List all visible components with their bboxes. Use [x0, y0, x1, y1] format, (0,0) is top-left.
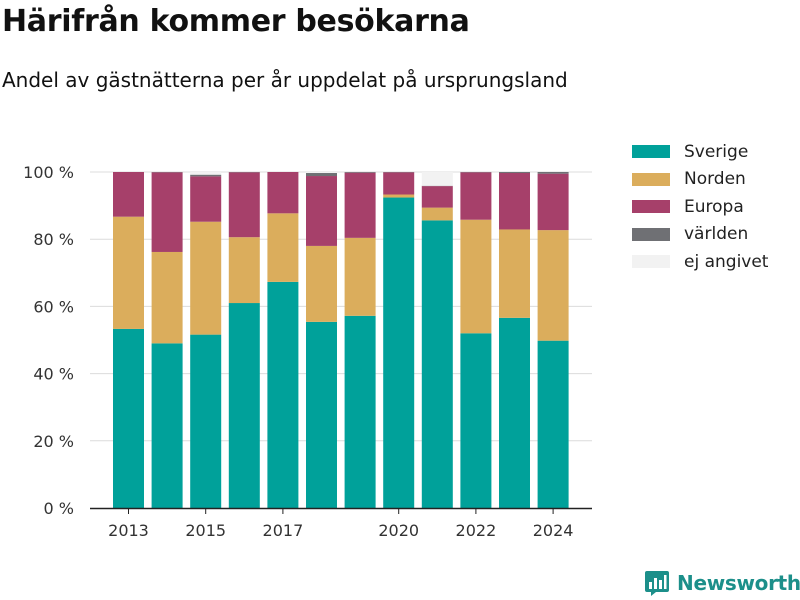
bar-segment [151, 343, 183, 508]
bar-segment [537, 340, 569, 508]
bar-segment [228, 303, 260, 508]
x-tick-label: 2013 [108, 521, 149, 540]
x-tick-label: 2024 [533, 521, 574, 540]
x-tick-label: 2020 [378, 521, 419, 540]
bar-segment [190, 174, 222, 177]
bar-segment [344, 315, 376, 508]
bar-segment [499, 172, 530, 174]
bar-segment [537, 230, 569, 341]
x-tick-label: 2017 [263, 521, 304, 540]
bar-segment [306, 245, 337, 322]
y-tick-label: 100 % [23, 163, 74, 182]
chart-legend: Sverige Norden Europa världen ej angivet [632, 138, 768, 276]
bar-segment [306, 176, 337, 246]
y-tick-label: 20 % [33, 432, 74, 451]
bar-segment [421, 186, 453, 208]
x-tick-label: 2015 [185, 521, 226, 540]
legend-item-sverige: Sverige [632, 138, 768, 166]
bar-segment [113, 328, 144, 508]
bar-segment [537, 173, 569, 231]
bar-segment [460, 333, 492, 508]
bar-segment [499, 173, 530, 230]
bar-segment [151, 172, 183, 252]
bar-segment [383, 197, 415, 508]
bar-chart-logo-icon [645, 571, 669, 596]
legend-swatch [632, 145, 670, 159]
bar-segment [113, 172, 144, 217]
legend-swatch [632, 200, 670, 214]
bar-segment [344, 237, 376, 316]
y-tick-label: 40 % [33, 365, 74, 384]
legend-label: ej angivet [684, 251, 769, 272]
legend-item-ej-angivet: ej angivet [632, 248, 768, 276]
chart-title: Härifrån kommer besökarna [2, 4, 470, 39]
bar-segment [190, 172, 222, 175]
legend-swatch [632, 227, 670, 241]
bar-segment [499, 229, 530, 318]
bar-segment [267, 213, 299, 282]
bar-segment [383, 194, 415, 198]
bar-segment [267, 281, 299, 508]
bar-segment [190, 176, 222, 222]
bar-segment [228, 237, 260, 304]
y-tick-label: 80 % [33, 230, 74, 249]
legend-label: Sverige [684, 141, 749, 162]
bar-segment [383, 172, 415, 195]
bar-segment [190, 221, 222, 335]
legend-label: världen [684, 224, 749, 245]
bar-segment [421, 172, 453, 186]
bar-segment [306, 172, 337, 174]
y-tick-label: 0 % [44, 499, 74, 518]
y-tick-label: 60 % [33, 297, 74, 316]
bar-segment [190, 334, 222, 508]
bar-segment [151, 251, 183, 344]
bar-segment [421, 220, 453, 508]
bar-segment [306, 173, 337, 177]
legend-label: Europa [684, 196, 744, 217]
legend-item-varlden: världen [632, 221, 768, 249]
newsworthy-brand: Newsworthy [644, 569, 800, 597]
legend-item-norden: Norden [632, 166, 768, 194]
bar-segment [421, 207, 453, 221]
bar-segment [344, 172, 376, 173]
bar-segment [499, 317, 530, 508]
bar-segment [537, 172, 569, 174]
legend-swatch [632, 172, 670, 186]
brand-name: Newsworthy [677, 571, 800, 595]
bar-segment [460, 219, 492, 334]
bar-segment [460, 172, 492, 220]
bar-segment [113, 216, 144, 329]
legend-item-europa: Europa [632, 193, 768, 221]
bar-segment [267, 172, 299, 214]
bar-segment [306, 321, 337, 508]
legend-label: Norden [684, 169, 746, 190]
chart-subtitle: Andel av gästnätterna per år uppdelat på… [2, 68, 568, 92]
legend-swatch [632, 255, 670, 269]
bar-segment [228, 172, 260, 238]
bar-segment [344, 172, 376, 238]
x-tick-label: 2022 [456, 521, 497, 540]
